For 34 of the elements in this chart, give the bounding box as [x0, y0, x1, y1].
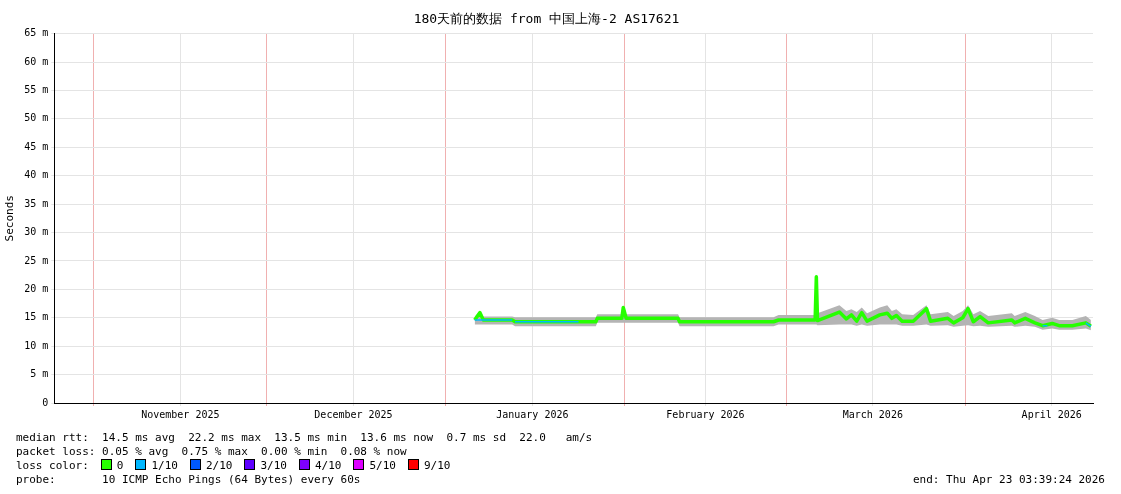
y-tick-label: 5 m — [30, 368, 49, 380]
chart-title: 180天前的数据 from 中国上海-2 AS17621 — [413, 11, 680, 27]
legend-label: 4/10 — [314, 459, 342, 472]
y-tick-label: 35 m — [24, 197, 49, 209]
text: packet loss: 0.05 % avg 0.75 % max 0.00 % min 0.08 % now — [16, 445, 407, 459]
x-tick-label: December 2025 — [314, 408, 393, 420]
legend-label: 1/10 — [151, 459, 178, 472]
x-tick-label: March 2026 — [842, 408, 903, 420]
legend-label: 3/10 — [260, 459, 287, 472]
y-tick-label: 25 m — [24, 254, 49, 266]
text: median rtt: 14.5 ms avg 22.2 ms max 13.5 ms min 13.6 ms now 0.7 ms sd 22.0 am/s — [16, 431, 593, 445]
legend-label: 9/10 — [423, 459, 451, 472]
y-tick-label: 60 m — [24, 55, 49, 67]
text: end: Thu Apr 23 03:39:24 2026 — [912, 473, 1105, 487]
y-tick-label: 65 m — [24, 27, 49, 39]
x-tick-label: April 2026 — [1021, 408, 1082, 420]
y-tick-label: 20 m — [24, 282, 49, 294]
text: probe: 10 ICMP Echo Pings (64 Bytes) every 60s — [16, 473, 361, 487]
y-tick-label: 10 m — [24, 339, 49, 351]
legend-label: 2/10 — [205, 459, 233, 472]
y-tick-label: 50 m — [24, 112, 49, 124]
y-tick-label: 40 m — [24, 169, 49, 181]
y-tick-label: 15 m — [24, 311, 49, 323]
y-tick-label: 30 m — [24, 226, 49, 238]
legend-title: loss color: — [16, 459, 89, 472]
legend-label: 5/10 — [369, 459, 396, 472]
y-tick-label: 45 m — [24, 140, 49, 152]
x-tick-label: November 2025 — [141, 408, 220, 420]
y-tick-label: 55 m — [24, 84, 49, 96]
y-tick-label: 0 — [42, 396, 49, 408]
x-tick-label: February 2026 — [666, 408, 745, 420]
y-axis-title: Seconds — [3, 195, 17, 242]
legend-label: 0 — [116, 459, 124, 472]
x-tick-label: January 2026 — [496, 408, 569, 420]
